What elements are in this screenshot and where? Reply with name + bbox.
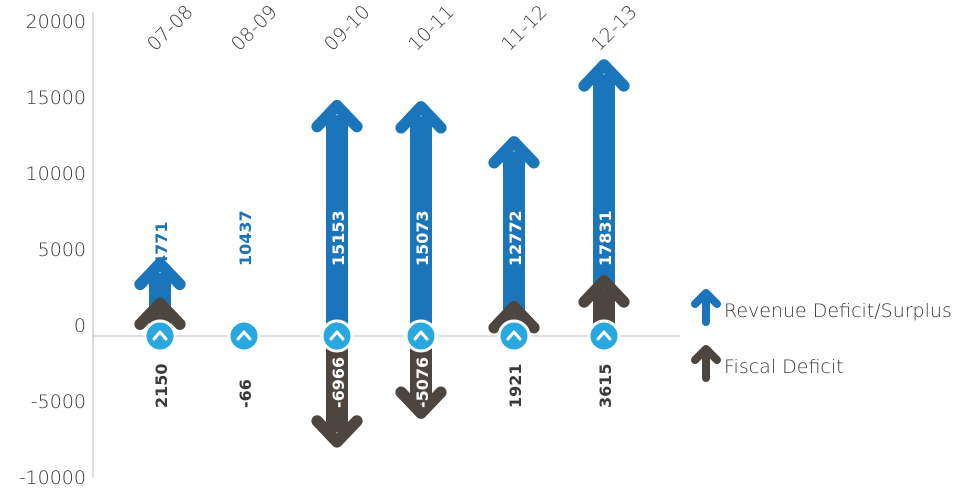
fiscal-value-label: -6966: [329, 357, 348, 408]
fiscal-value-label: 2150: [152, 363, 171, 408]
x-category-label: 09-10: [320, 1, 375, 56]
origin-marker: [404, 319, 438, 353]
fiscal-bar-head: [578, 275, 630, 308]
fiscal-bar-head: [395, 386, 447, 419]
revenue-bar-head: [311, 99, 363, 133]
fiscal-bar-head: [134, 297, 186, 330]
y-tick-label: 0: [74, 315, 86, 337]
origin-marker: [227, 319, 261, 353]
y-tick-label: -5000: [31, 391, 86, 413]
fiscal-bar-head: [488, 301, 540, 334]
revenue-bar-head: [134, 257, 186, 291]
x-category-label: 11-12: [497, 1, 552, 56]
origin-marker: [143, 319, 177, 353]
x-category-label: 07-08: [143, 1, 198, 56]
legend-item-revenue: Revenue Deficit/Surplus: [690, 286, 952, 326]
legend-label-revenue: Revenue Deficit/Surplus: [724, 300, 952, 322]
fiscal-value-label: 3615: [596, 363, 615, 408]
revenue-bar-head: [578, 59, 630, 92]
fiscal-value-label: -66: [236, 379, 255, 408]
y-tick-label: 15000: [26, 87, 86, 109]
origin-marker-chevron: [596, 330, 612, 341]
fiscal-bar-head: [311, 415, 363, 448]
origin-marker-chevron: [506, 330, 522, 341]
legend-item-fiscal: Fiscal Deficit: [690, 342, 844, 382]
revenue-value-label: 4771: [152, 221, 171, 266]
brown-arrow-icon: [691, 345, 721, 382]
y-tick-label: 20000: [26, 11, 86, 33]
revenue-value-label: 10437: [236, 210, 255, 266]
revenue-value-label: 12772: [506, 210, 525, 266]
y-tick-label: 10000: [26, 163, 86, 185]
blue-arrow-icon: [691, 289, 721, 326]
revenue-bar-head: [395, 101, 447, 134]
x-category-label: 12-13: [587, 1, 642, 56]
revenue-value-label: 15073: [413, 210, 432, 266]
origin-marker-chevron: [236, 330, 252, 341]
origin-marker-chevron: [413, 330, 429, 341]
fiscal-value-label: 1921: [506, 363, 525, 408]
revenue-value-label: 15153: [329, 210, 348, 266]
origin-marker: [320, 319, 354, 353]
x-category-label: 10-11: [404, 1, 459, 56]
y-tick-label: -10000: [19, 467, 86, 486]
y-tick-label: 5000: [38, 239, 86, 261]
fiscal-value-label: -5076: [413, 357, 432, 408]
legend-label-fiscal: Fiscal Deficit: [724, 356, 844, 378]
x-category-label: 08-09: [227, 1, 282, 56]
origin-marker-chevron: [329, 330, 345, 341]
origin-marker: [587, 319, 621, 353]
origin-marker: [497, 319, 531, 353]
revenue-value-label: 17831: [596, 210, 615, 266]
revenue-bar-head: [488, 136, 540, 169]
origin-marker-chevron: [152, 330, 168, 341]
